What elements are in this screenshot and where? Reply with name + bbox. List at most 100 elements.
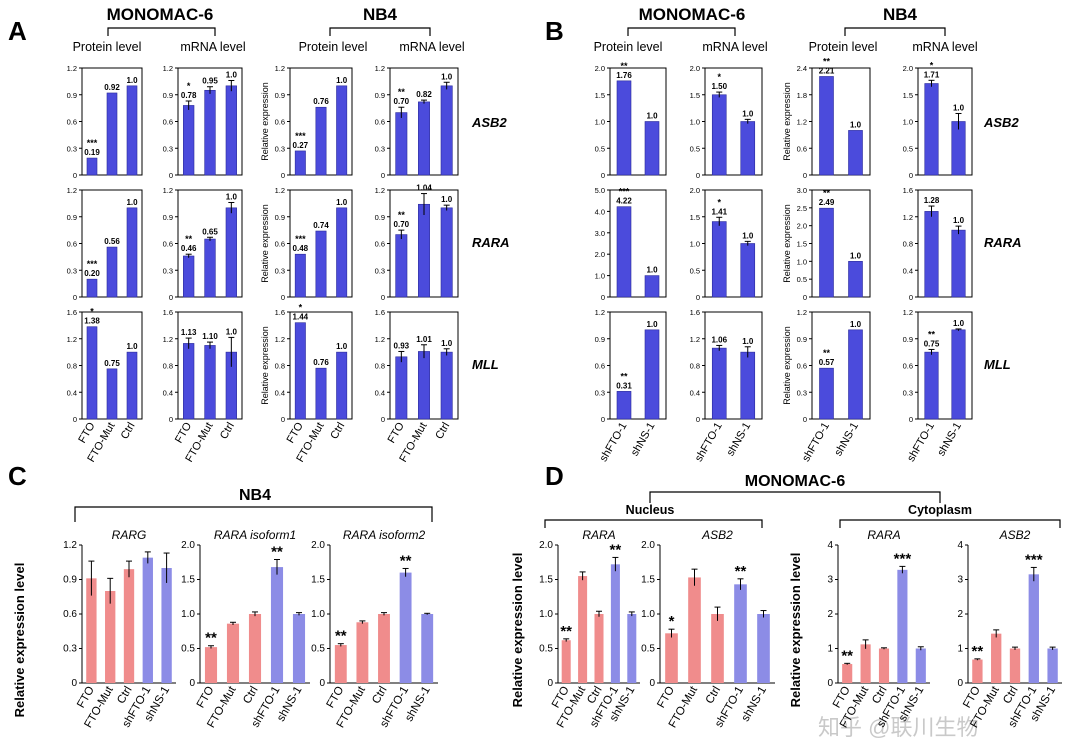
y-tick-label: 0.8 (275, 362, 285, 371)
chart-a-10: 0 0.4 0.8 1.2 1.6 Relative expression 1.44* 0.7… (260, 303, 353, 464)
y-tick-label: 0.3 (375, 144, 385, 153)
value-label: 0.76 (313, 358, 329, 367)
y-tick-label: 0 (696, 293, 700, 302)
y-tick-label: 1.0 (311, 609, 325, 620)
a-level-4: mRNA level (399, 40, 464, 54)
bar (711, 94, 727, 176)
y-tick-label: 4 (957, 540, 963, 551)
significance-mark: ** (335, 628, 347, 645)
value-label: 0.74 (313, 221, 329, 230)
bar (819, 207, 834, 298)
y-tick-label: 1.2 (903, 308, 913, 317)
b-level-3: Protein level (809, 40, 878, 54)
y-tick-label: 1.2 (163, 64, 173, 73)
y-tick-label: 1.2 (67, 64, 77, 73)
bar (665, 633, 678, 683)
bar (294, 322, 306, 420)
bar (204, 89, 216, 176)
y-tick-label: 0.3 (275, 144, 285, 153)
y-tick-label: 0.8 (690, 362, 700, 371)
y-tick-label: 1.5 (797, 240, 807, 249)
b-gene-mll: MLL (984, 357, 1011, 372)
y-tick-label: 1.6 (375, 308, 385, 317)
y-tick-label: 1.0 (690, 240, 700, 249)
y-tick-label: 1.5 (690, 213, 700, 222)
y-tick-label: 0.9 (375, 91, 385, 100)
y-tick-label: 1.6 (67, 308, 77, 317)
y-tick-label: 1.6 (163, 308, 173, 317)
significance-mark: * (669, 613, 675, 630)
value-label: 1.0 (336, 342, 348, 351)
y-tick-label: 0.5 (181, 644, 195, 655)
bar (126, 351, 138, 420)
bar (106, 92, 118, 176)
chart-a-1: 0 0.3 0.6 0.9 1.2 0.78* 0.95 1.0 (163, 64, 243, 180)
y-tick-label: 4 (827, 540, 833, 551)
y-tick-label: 1.5 (595, 91, 605, 100)
y-tick-label: 0.8 (375, 362, 385, 371)
y-tick-label: 3 (827, 575, 833, 586)
bar (842, 664, 853, 683)
x-tick-label: shFTO-1 (800, 421, 832, 464)
bar (740, 243, 756, 298)
y-tick-label: 0.6 (797, 362, 807, 371)
y-tick-label: 0 (169, 415, 173, 424)
y-tick-label: 0.4 (275, 388, 285, 397)
x-tick-label: Ctrl (119, 421, 138, 442)
y-tick-label: 0.5 (903, 144, 913, 153)
y-tick-label: 1.2 (275, 335, 285, 344)
y-axis-label: Relative expression (260, 204, 270, 283)
y-tick-label: 0.9 (163, 213, 173, 222)
y-tick-label: 0.4 (163, 388, 173, 397)
value-label: 0.70 (394, 97, 410, 106)
chart-a-2: 0 0.3 0.6 0.9 1.2 Relative expression 0.27*** 0… (260, 64, 353, 180)
chart-b-16: 0 1.0 2.0 3.0 4.0 5.0 4.22*** 1.0 (595, 186, 667, 302)
y-tick-label: 0.4 (67, 388, 77, 397)
y-tick-label: 1.2 (375, 335, 385, 344)
significance-mark: ** (398, 87, 406, 97)
y-tick-label: 0 (601, 293, 605, 302)
x-tick-label: FTO (173, 420, 195, 445)
value-label: 1.0 (226, 192, 238, 201)
panel-letter-a: A (8, 16, 27, 46)
chart-gene-title: RARA isoform2 (343, 528, 426, 542)
value-label: 1.13 (181, 328, 197, 337)
y-tick-label: 0.6 (903, 362, 913, 371)
value-label: 1.0 (441, 195, 453, 204)
y-tick-label: 2.0 (690, 64, 700, 73)
value-label: 1.0 (953, 319, 965, 328)
value-label: 4.22 (616, 197, 632, 206)
y-tick-label: 2.0 (311, 540, 325, 551)
value-label: 1.0 (742, 337, 754, 346)
significance-mark: *** (619, 187, 630, 197)
y-tick-label: 0.3 (903, 388, 913, 397)
bar (395, 356, 408, 420)
y-tick-label: 0 (381, 293, 385, 302)
y-tick-label: 0 (601, 415, 605, 424)
bar (711, 221, 727, 298)
chart-gene-title: RARA (582, 528, 615, 542)
bar (395, 112, 408, 176)
significance-mark: ** (823, 188, 831, 198)
y-tick-label: 0 (281, 415, 285, 424)
bar (418, 203, 430, 298)
d-ylabel-2: Relative expression level (788, 553, 803, 708)
y-tick-label: 0 (73, 415, 77, 424)
y-tick-label: 1 (957, 644, 963, 655)
y-tick-label: 1.2 (375, 186, 385, 195)
bar (972, 659, 983, 683)
bar (315, 230, 327, 298)
y-tick-label: 2.0 (181, 540, 195, 551)
bar (86, 157, 98, 176)
chart-d-27: 00.51.01.52.0RARA****FTOFTO-MutCtrlshFTO… (539, 528, 640, 730)
y-tick-label: 1.0 (595, 272, 605, 281)
y-tick-label: 4.0 (595, 207, 605, 216)
y-tick-label: 1.0 (641, 609, 655, 620)
y-tick-label: 0.9 (595, 335, 605, 344)
y-tick-label: 1.2 (67, 186, 77, 195)
significance-mark: ** (823, 56, 831, 66)
bar (627, 614, 637, 683)
